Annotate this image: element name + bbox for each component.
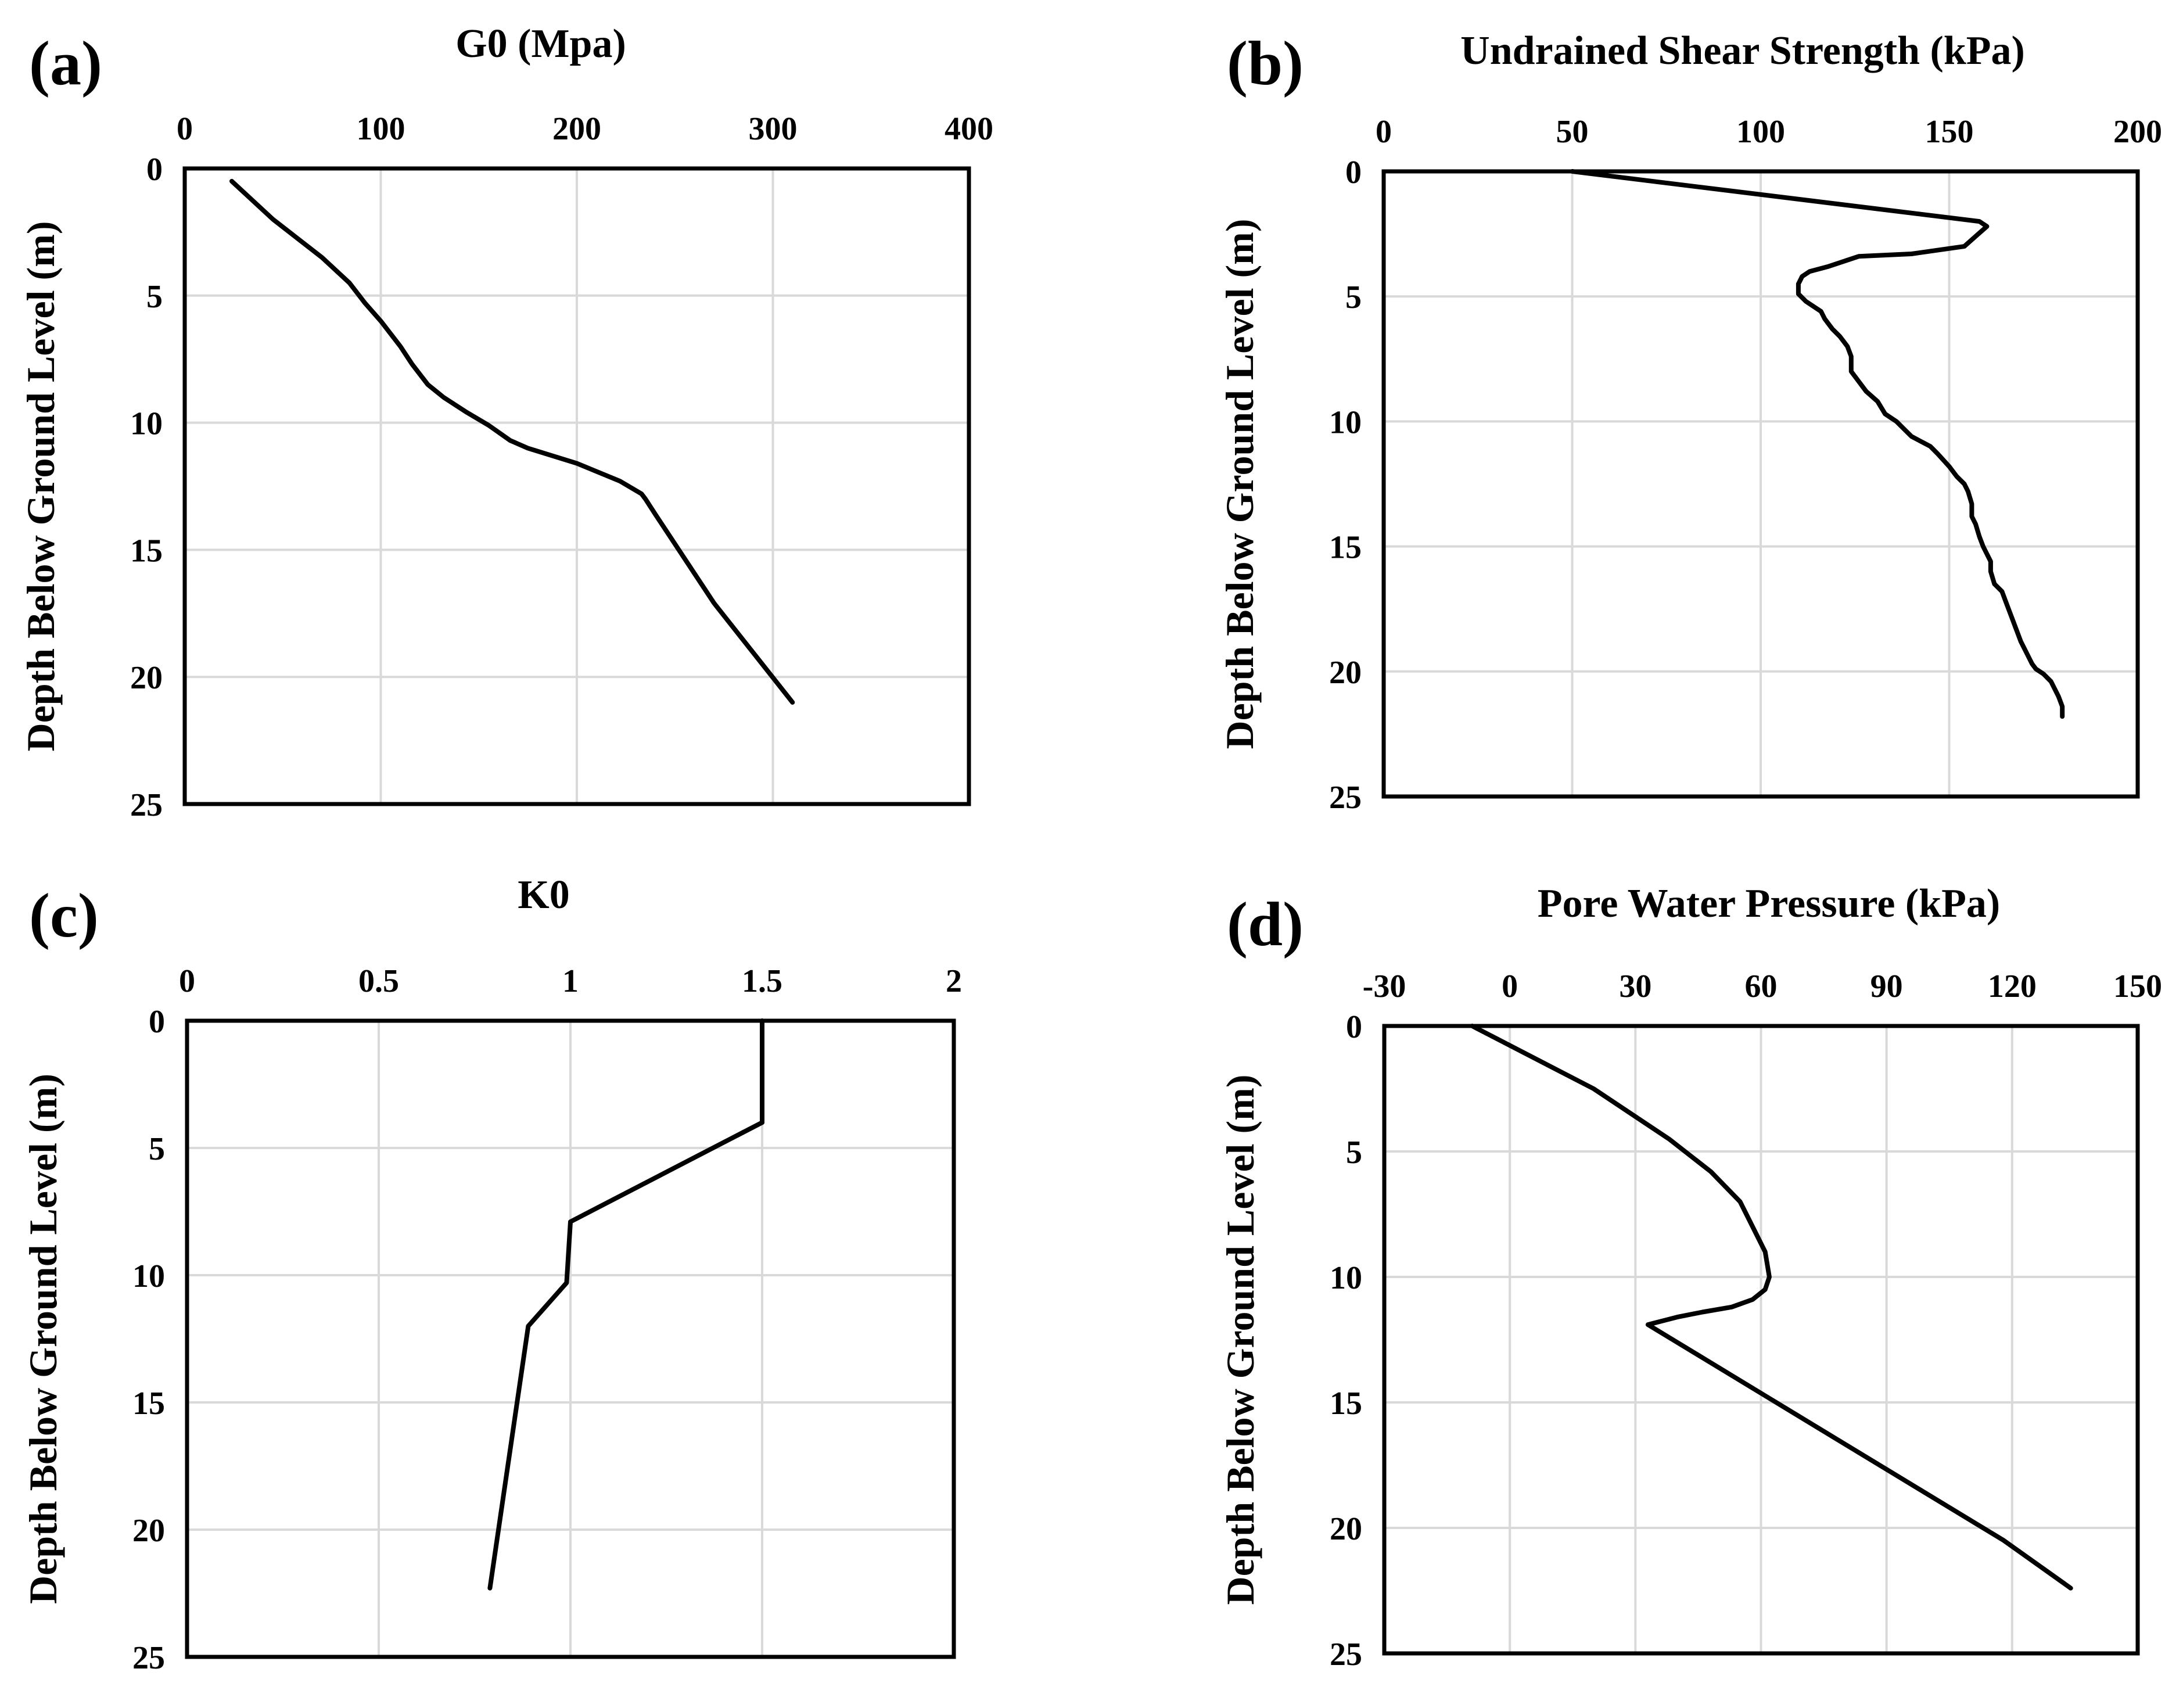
x-tick-label: 200 xyxy=(552,111,601,147)
x-tick-label: 300 xyxy=(749,111,798,147)
x-tick-label: 100 xyxy=(357,111,405,147)
panel-label: (c) xyxy=(29,881,99,950)
y-axis-label: Depth Below Ground Level (m) xyxy=(1218,219,1262,749)
series-line-d xyxy=(1470,1024,2073,1591)
chart-title: Pore Water Pressure (kPa) xyxy=(1538,881,2000,926)
x-tick-label: -30 xyxy=(1363,968,1406,1004)
panel-label: (b) xyxy=(1227,29,1304,98)
y-tick-label: 10 xyxy=(1330,1260,1362,1296)
series-line-c xyxy=(487,1018,764,1591)
plot-frame xyxy=(185,1018,956,1659)
x-tick-label: 30 xyxy=(1619,968,1651,1004)
y-tick-label: 0 xyxy=(149,1004,165,1040)
chart-title: K0 xyxy=(518,873,569,917)
y-tick-label: 20 xyxy=(130,660,163,696)
x-tick-label: 200 xyxy=(2113,114,2162,150)
y-tick-label: 5 xyxy=(146,279,163,315)
y-tick-label: 25 xyxy=(130,787,163,823)
x-tick-label: 90 xyxy=(1870,968,1903,1004)
y-tick-label: 20 xyxy=(1330,1511,1362,1547)
x-tick-label: 0 xyxy=(1376,114,1392,150)
y-tick-label: 5 xyxy=(149,1131,165,1167)
x-tick-label: 0.5 xyxy=(358,963,399,999)
chart-title: Undrained Shear Strength (kPa) xyxy=(1460,28,2025,73)
plot-frame xyxy=(1381,169,2140,799)
x-tick-label: 0 xyxy=(1502,968,1518,1004)
x-tick-label: 120 xyxy=(1988,968,2037,1004)
panel-label: (d) xyxy=(1227,890,1304,959)
y-tick-label: 0 xyxy=(1346,1009,1362,1045)
y-tick-label: 10 xyxy=(1329,404,1362,440)
y-tick-label: 10 xyxy=(132,1258,165,1294)
x-tick-label: 2 xyxy=(946,963,962,999)
series-line-b xyxy=(1570,169,2065,719)
x-tick-label: 150 xyxy=(1925,114,1974,150)
y-tick-label: 20 xyxy=(1329,655,1362,691)
x-tick-label: 60 xyxy=(1745,968,1778,1004)
y-axis-label: Depth Below Ground Level (m) xyxy=(19,221,63,752)
plot-frame xyxy=(1382,1024,2140,1656)
y-tick-label: 10 xyxy=(130,406,163,442)
chart-panel-b: 0 50 100 150 200 0 5 10 15 20 25 Undrained Shear St… xyxy=(1218,28,2162,816)
plot-frame xyxy=(182,166,971,806)
x-tick-label: 50 xyxy=(1556,114,1589,150)
x-tick-label: 400 xyxy=(945,111,993,147)
y-tick-label: 25 xyxy=(1330,1637,1362,1673)
y-tick-label: 0 xyxy=(1345,155,1362,191)
y-tick-label: 5 xyxy=(1345,279,1362,315)
y-axis-label: Depth Below Ground Level (m) xyxy=(21,1074,65,1604)
y-tick-label: 25 xyxy=(1329,780,1362,816)
x-tick-label: 100 xyxy=(1736,114,1785,150)
y-tick-label: 0 xyxy=(146,152,163,188)
x-tick-label: 150 xyxy=(2113,968,2162,1004)
x-tick-label: 1 xyxy=(562,963,579,999)
y-tick-label: 5 xyxy=(1346,1135,1362,1171)
y-tick-label: 15 xyxy=(130,533,163,569)
y-axis-label: Depth Below Ground Level (m) xyxy=(1218,1075,1262,1605)
x-tick-label: 1.5 xyxy=(742,963,782,999)
y-tick-label: 20 xyxy=(132,1513,165,1549)
x-tick-label: 0 xyxy=(179,963,195,999)
panel-label: (a) xyxy=(29,29,102,98)
y-tick-label: 15 xyxy=(1330,1386,1362,1422)
series-line-a xyxy=(229,178,795,705)
chart-title: G0 (Mpa) xyxy=(455,21,626,66)
y-tick-label: 15 xyxy=(1329,530,1362,566)
x-tick-label: 0 xyxy=(177,111,193,147)
y-tick-label: 25 xyxy=(132,1640,165,1676)
chart-panel-a: 0 100 200 300 400 0 5 10 15 20 25 G0 (Mpa) (a) Depth … xyxy=(19,21,993,823)
y-tick-label: 15 xyxy=(132,1386,165,1422)
